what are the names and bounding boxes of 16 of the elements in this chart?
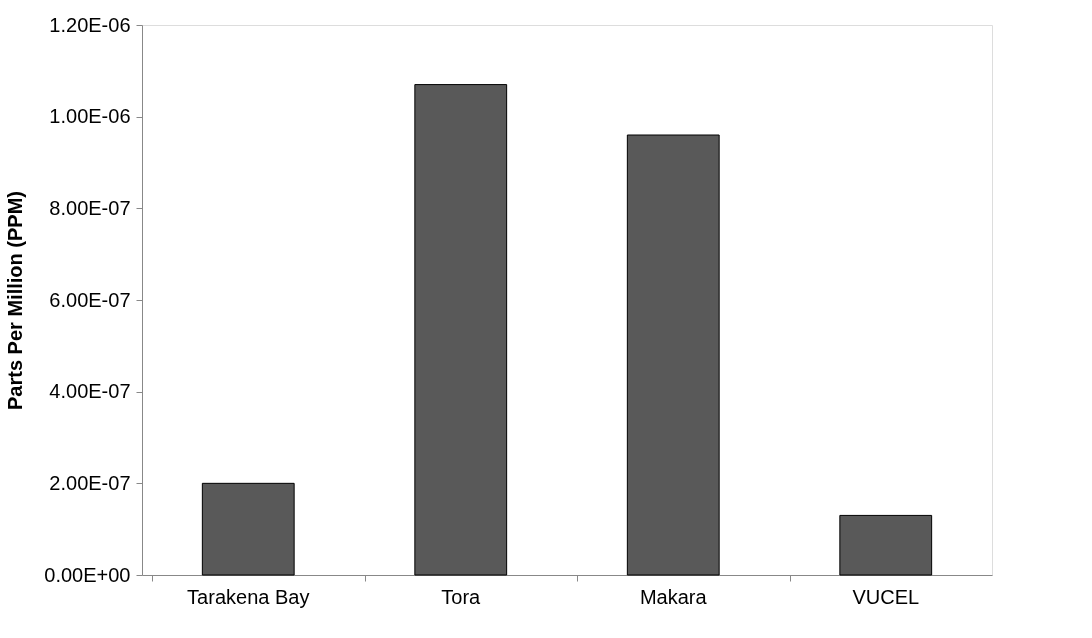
y-tick-label: 2.00E-07 [49,471,131,494]
x-tick-label: Tora [441,585,482,608]
bar [839,514,933,576]
bar [626,134,720,576]
y-axis-title: Parts Per Million (PPM) [4,191,27,410]
y-tick-label: 6.00E-07 [49,288,131,311]
x-tick-label: VUCEL [852,585,920,608]
y-tick-label: 0.00E+00 [44,563,131,586]
y-tick-label: 1.20E-06 [49,13,131,36]
bar [201,482,295,576]
x-tick-label: Tarakena Bay [187,585,310,608]
bar [414,84,508,576]
y-tick-label: 1.00E-06 [49,105,131,128]
y-tick-label: 4.00E-07 [49,380,131,403]
x-tick-label: Makara [639,585,708,608]
y-tick-label: 8.00E-07 [49,196,131,219]
